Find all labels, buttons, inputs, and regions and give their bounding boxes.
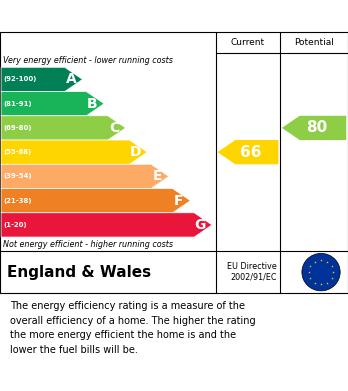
Text: Very energy efficient - lower running costs: Very energy efficient - lower running co…: [3, 56, 173, 65]
Polygon shape: [218, 140, 278, 164]
Text: A: A: [65, 72, 76, 86]
Text: B: B: [87, 97, 98, 111]
Text: (39-54): (39-54): [3, 174, 32, 179]
Text: (55-68): (55-68): [3, 149, 32, 155]
Text: Potential: Potential: [294, 38, 334, 47]
Text: EU Directive
2002/91/EC: EU Directive 2002/91/EC: [227, 262, 277, 282]
Polygon shape: [1, 188, 190, 213]
Polygon shape: [1, 164, 169, 188]
Text: G: G: [195, 218, 206, 232]
Polygon shape: [282, 116, 346, 140]
Text: 80: 80: [306, 120, 327, 135]
Polygon shape: [1, 213, 212, 237]
Text: Energy Efficiency Rating: Energy Efficiency Rating: [10, 7, 239, 25]
Text: The energy efficiency rating is a measure of the
overall efficiency of a home. T: The energy efficiency rating is a measur…: [10, 301, 256, 355]
Text: C: C: [109, 121, 119, 135]
Text: (81-91): (81-91): [3, 100, 32, 107]
Text: 66: 66: [240, 145, 261, 160]
Text: D: D: [130, 145, 141, 159]
Text: (69-80): (69-80): [3, 125, 32, 131]
Text: (92-100): (92-100): [3, 76, 37, 83]
Text: Not energy efficient - higher running costs: Not energy efficient - higher running co…: [3, 240, 174, 249]
Text: E: E: [152, 169, 162, 183]
Text: (21-38): (21-38): [3, 198, 32, 204]
Polygon shape: [1, 67, 82, 91]
Polygon shape: [1, 116, 126, 140]
Text: (1-20): (1-20): [3, 222, 27, 228]
Text: F: F: [174, 194, 184, 208]
Polygon shape: [1, 140, 147, 164]
Text: England & Wales: England & Wales: [7, 265, 151, 280]
Polygon shape: [1, 91, 104, 116]
Text: Current: Current: [231, 38, 265, 47]
Ellipse shape: [302, 253, 340, 291]
